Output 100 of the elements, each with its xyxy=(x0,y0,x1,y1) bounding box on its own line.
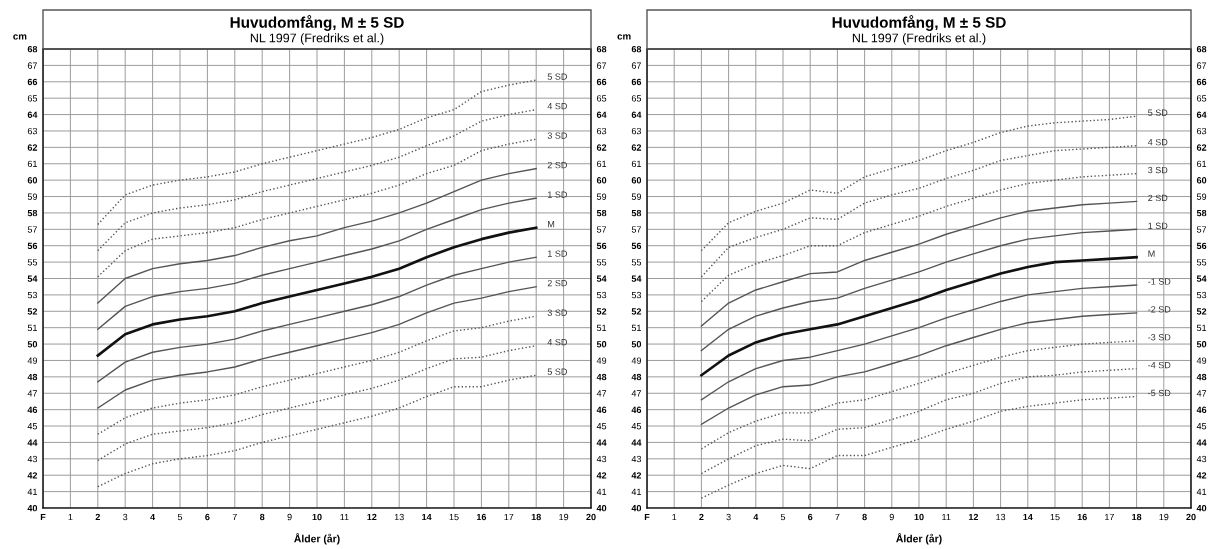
y2-tick-label: 42 xyxy=(596,472,607,479)
series-label: 2 SD xyxy=(1148,194,1168,202)
y2-tick-label: 42 xyxy=(1196,472,1207,479)
series-label: 5 SD xyxy=(1148,109,1168,116)
y2-tick-label: 56 xyxy=(596,242,607,250)
series-label: 5 SD xyxy=(547,368,567,375)
y2-tick-label: 63 xyxy=(597,127,607,135)
x-tick-label: 11 xyxy=(942,513,951,521)
y2-tick-label: 40 xyxy=(1196,504,1207,512)
series-label: 1 SD xyxy=(548,191,567,198)
x-tick-label: 10 xyxy=(914,513,924,521)
series-label: 5 SD xyxy=(547,73,567,80)
y2-tick-label: 48 xyxy=(1196,373,1207,381)
y-tick-label: 56 xyxy=(27,242,38,250)
y-tick-label: 44 xyxy=(27,439,38,446)
series-label: 4 SD xyxy=(547,102,567,110)
y-tick-label: 52 xyxy=(27,308,38,315)
y-tick-label: 54 xyxy=(631,275,642,282)
y2-tick-label: 46 xyxy=(1196,406,1207,413)
y2-tick-label: 55 xyxy=(1196,259,1207,266)
x-axis-title: Ålder (år) xyxy=(294,533,340,545)
y-tick-label: 64 xyxy=(631,111,642,118)
y-tick-label: 59 xyxy=(27,193,38,200)
y2-tick-label: 47 xyxy=(1196,390,1207,397)
x-tick-label: 5 xyxy=(780,513,786,521)
x-tick-label: 4 xyxy=(753,513,759,521)
series-label: 1 SD xyxy=(1148,222,1168,229)
y2-tick-label: 64 xyxy=(1196,111,1207,118)
y2-tick-label: 47 xyxy=(596,390,607,397)
x-tick-label: 10 xyxy=(312,513,322,521)
y2-tick-label: 44 xyxy=(596,439,607,446)
line-series xyxy=(97,315,537,435)
x-tick-label: 19 xyxy=(1159,513,1169,521)
y2-tick-label: 40 xyxy=(596,504,607,512)
x-tick-label: 13 xyxy=(394,513,404,521)
y2-tick-label: 43 xyxy=(1196,455,1207,463)
y-tick-label: 66 xyxy=(27,78,38,86)
x-tick-label: 15 xyxy=(449,513,459,521)
y-tick-label: 63 xyxy=(27,127,38,135)
x-tick-label: 16 xyxy=(476,513,487,521)
y-tick-label: 68 xyxy=(631,45,642,53)
y2-tick-label: 50 xyxy=(1196,341,1207,348)
series-label: 3 SD xyxy=(547,309,567,316)
y2-tick-label: 52 xyxy=(1196,308,1207,315)
y-tick-label: 49 xyxy=(631,357,642,364)
y2-tick-label: 44 xyxy=(1196,439,1207,446)
y-tick-label: 65 xyxy=(631,95,642,102)
series-label: -3 SD xyxy=(1148,334,1171,341)
y-tick-label: 46 xyxy=(631,406,642,413)
y-tick-label: 52 xyxy=(631,308,642,315)
y-tick-label: 51 xyxy=(631,324,641,332)
series-label: 3 SD xyxy=(547,132,567,139)
y2-tick-label: 45 xyxy=(1196,423,1207,430)
series-label: 2 SD xyxy=(547,279,567,287)
y2-tick-label: 62 xyxy=(596,144,607,151)
y2-tick-label: 54 xyxy=(1196,275,1207,282)
series-label: -2 SD xyxy=(1148,306,1171,313)
x-tick-label: 13 xyxy=(996,513,1006,521)
y-tick-label: 48 xyxy=(631,373,642,381)
series-label: -5 SD xyxy=(1148,389,1171,397)
y2-tick-label: 57 xyxy=(596,226,607,233)
x-tick-label: F xyxy=(40,513,46,521)
line-series xyxy=(97,197,537,331)
x-axis-title: Ålder (år) xyxy=(896,533,942,545)
y2-tick-label: 68 xyxy=(1196,45,1207,53)
line-series xyxy=(700,145,1138,278)
line-series xyxy=(97,108,537,252)
y2-tick-label: 51 xyxy=(1196,324,1207,332)
series-label: -1 SD xyxy=(1148,278,1171,285)
y-tick-label: 40 xyxy=(27,504,38,512)
x-tick-label: 9 xyxy=(889,513,894,521)
y-tick-label: 50 xyxy=(27,341,38,348)
y-tick-label: 64 xyxy=(27,111,38,118)
y-tick-label: 66 xyxy=(631,78,642,86)
y2-tick-label: 62 xyxy=(1196,144,1207,151)
x-tick-label: 20 xyxy=(1186,513,1196,521)
line-series xyxy=(97,79,537,226)
y2-tick-label: 48 xyxy=(596,373,607,381)
line-series xyxy=(97,256,537,383)
y-tick-label: 40 xyxy=(631,504,642,512)
line-series xyxy=(700,367,1138,475)
y-tick-label: 62 xyxy=(27,144,38,151)
x-tick-label: 3 xyxy=(123,513,128,521)
y2-tick-label: 60 xyxy=(596,177,607,184)
y-tick-label: 57 xyxy=(631,226,641,233)
y2-tick-label: 53 xyxy=(1196,291,1207,299)
x-tick-label: 15 xyxy=(1050,513,1060,521)
line-series xyxy=(700,395,1138,499)
chart-title: Huvudomfång, M ± 5 SD xyxy=(832,15,1006,31)
y2-tick-label: 52 xyxy=(596,308,607,315)
y2-tick-label: 57 xyxy=(1196,226,1207,233)
series-label: 4 SD xyxy=(1147,138,1168,146)
line-series xyxy=(96,226,538,357)
y-tick-label: 61 xyxy=(631,160,641,168)
y-tick-label: 62 xyxy=(631,144,642,151)
y-tick-label: 55 xyxy=(631,259,642,266)
y2-tick-label: 43 xyxy=(596,455,607,463)
y-tick-label: 49 xyxy=(27,357,38,364)
y-tick-label: 60 xyxy=(27,177,38,184)
y-tick-label: 61 xyxy=(27,160,37,168)
